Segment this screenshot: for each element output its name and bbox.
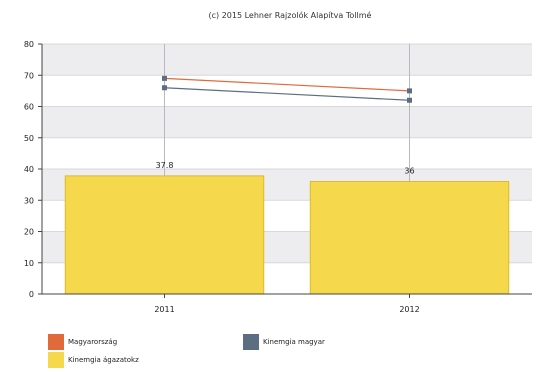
line-kinemgia-magyar [164, 87, 410, 101]
y-tick-label: 80 [24, 40, 34, 49]
line-magyarorsz-g [164, 77, 410, 92]
plot-band [42, 106, 532, 138]
legend: Magyarország Kinemgia magyar Kinemgia ág… [48, 334, 528, 370]
point-magyarorsz-g-2011 [162, 75, 167, 81]
y-tick-label: 30 [24, 196, 34, 205]
legend-label-magyarorszag: Magyarország [68, 338, 118, 346]
y-axis: 0 10 20 30 40 50 60 70 80 [24, 40, 43, 299]
legend-item-kinemgia-agazatokz: Kinemgia ágazatokz [48, 352, 139, 368]
data-labels: 37.8 36 [156, 161, 415, 176]
data-label-2011: 37.8 [156, 161, 174, 170]
x-tick-label-2012: 2012 [399, 305, 419, 314]
y-tick-label: 40 [24, 165, 34, 174]
y-tick-label: 70 [24, 71, 34, 80]
legend-swatch-magyarorszag [48, 334, 64, 350]
bar-2012 [309, 181, 510, 295]
y-tick-label: 20 [24, 228, 34, 237]
legend-swatch-kinemgia-agazatokz [48, 352, 64, 368]
legend-item-kinemgia-magyar: Kinemgia magyar [243, 334, 325, 350]
bars [64, 175, 510, 295]
legend-label-kinemgia-agazatokz: Kinemgia ágazatokz [68, 356, 139, 364]
legend-label-kinemgia-magyar: Kinemgia magyar [263, 338, 325, 346]
x-tick-label-2011: 2011 [154, 305, 174, 314]
point-kinemgia-magyar-2011 [162, 85, 167, 91]
y-tick-label: 10 [24, 259, 34, 268]
lines [162, 75, 412, 103]
chart-title: (c) 2015 Lehner Rajzolók Alapítva Tollmé [209, 10, 372, 20]
y-tick-label: 0 [29, 290, 34, 299]
legend-item-magyarorszag: Magyarország [48, 334, 117, 350]
x-axis: 2011 2012 [42, 293, 532, 314]
data-label-2012: 36 [404, 167, 414, 176]
y-tick-label: 50 [24, 134, 34, 143]
point-magyarorsz-g-2012 [407, 88, 412, 94]
plot-band [42, 44, 532, 76]
point-kinemgia-magyar-2012 [407, 97, 412, 103]
legend-swatch-kinemgia-magyar [243, 334, 259, 350]
y-tick-label: 60 [24, 103, 34, 112]
chart: (c) 2015 Lehner Rajzolók Alapítva Tollmé… [24, 10, 532, 314]
bar-2011 [64, 175, 265, 295]
